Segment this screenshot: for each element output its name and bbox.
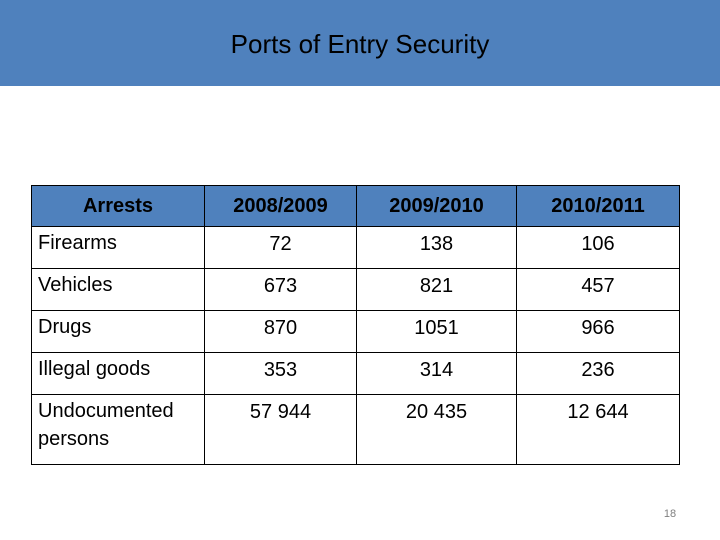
table-row: Firearms 72 138 106 bbox=[31, 226, 680, 269]
table-cell: 966 bbox=[516, 310, 680, 353]
table-cell: 106 bbox=[516, 226, 680, 269]
table-cell: 72 bbox=[204, 226, 357, 269]
table-cell: 353 bbox=[204, 352, 357, 395]
header-2009-2010: 2009/2010 bbox=[356, 185, 517, 227]
table-cell: 821 bbox=[356, 268, 517, 311]
table-cell: 870 bbox=[204, 310, 357, 353]
table-cell: 20 435 bbox=[356, 394, 517, 465]
table-row: Drugs 870 1051 966 bbox=[31, 310, 680, 353]
table-cell: 314 bbox=[356, 352, 517, 395]
page-number: 18 bbox=[663, 508, 677, 520]
table-row: Illegal goods 353 314 236 bbox=[31, 352, 680, 395]
table-header-row: Arrests 2008/2009 2009/2010 2010/2011 bbox=[31, 185, 680, 227]
row-label-vehicles: Vehicles bbox=[31, 268, 205, 311]
table-row: Undocumented persons 57 944 20 435 12 64… bbox=[31, 394, 680, 465]
arrests-table: Arrests 2008/2009 2009/2010 2010/2011 Fi… bbox=[31, 185, 680, 465]
table-cell: 457 bbox=[516, 268, 680, 311]
slide-title: Ports of Entry Security bbox=[230, 29, 490, 59]
table-cell: 12 644 bbox=[516, 394, 680, 465]
table-cell: 673 bbox=[204, 268, 357, 311]
header-2010-2011: 2010/2011 bbox=[516, 185, 680, 227]
table-cell: 138 bbox=[356, 226, 517, 269]
header-bar bbox=[0, 0, 720, 86]
row-label-illegal-goods: Illegal goods bbox=[31, 352, 205, 395]
row-label-firearms: Firearms bbox=[31, 226, 205, 269]
table-row: Vehicles 673 821 457 bbox=[31, 268, 680, 311]
row-label-undocumented-persons: Undocumented persons bbox=[31, 394, 205, 465]
header-2008-2009: 2008/2009 bbox=[204, 185, 357, 227]
row-label-drugs: Drugs bbox=[31, 310, 205, 353]
table-cell: 1051 bbox=[356, 310, 517, 353]
table-cell: 57 944 bbox=[204, 394, 357, 465]
header-arrests: Arrests bbox=[31, 185, 205, 227]
table-cell: 236 bbox=[516, 352, 680, 395]
